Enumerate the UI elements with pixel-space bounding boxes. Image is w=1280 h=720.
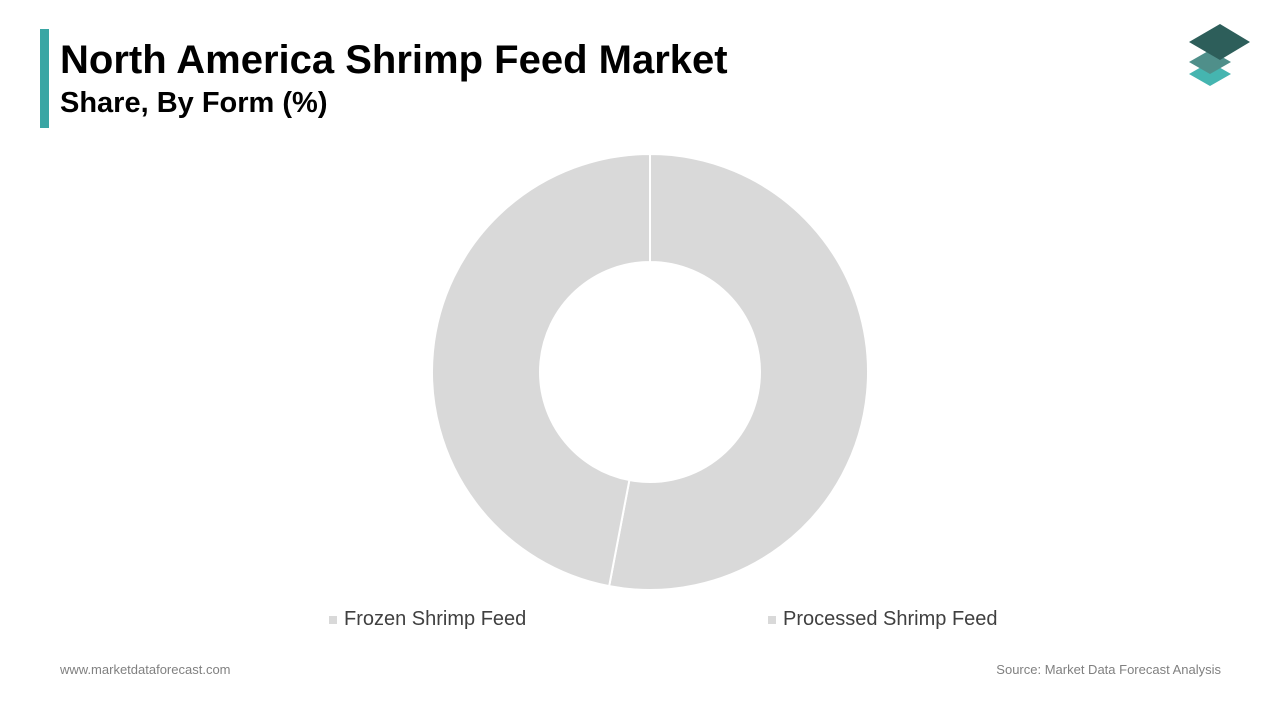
title-accent-bar [40,29,49,128]
legend-label: Processed Shrimp Feed [783,608,998,630]
stacked-layers-icon [1189,24,1250,86]
legend-item-processed-shrimp-feed: Processed Shrimp Feed [768,608,998,631]
legend-label: Frozen Shrimp Feed [344,608,527,630]
legend-swatch [768,615,776,624]
chart-subtitle: Share, By Form (%) [60,87,328,119]
logo-layer-top [1189,24,1250,60]
donut-slices [431,152,869,591]
donut-slice-processed-shrimp-feed [431,152,651,588]
donut-chart [431,152,869,591]
source-note: Source: Market Data Forecast Analysis [996,662,1221,677]
website-url: www.marketdataforecast.com [60,662,231,677]
donut-slice-frozen-shrimp-feed [607,152,869,591]
legend-item-frozen-shrimp-feed: Frozen Shrimp Feed [329,608,526,631]
legend-swatch [329,615,337,624]
chart-title: North America Shrimp Feed Market [60,38,728,82]
